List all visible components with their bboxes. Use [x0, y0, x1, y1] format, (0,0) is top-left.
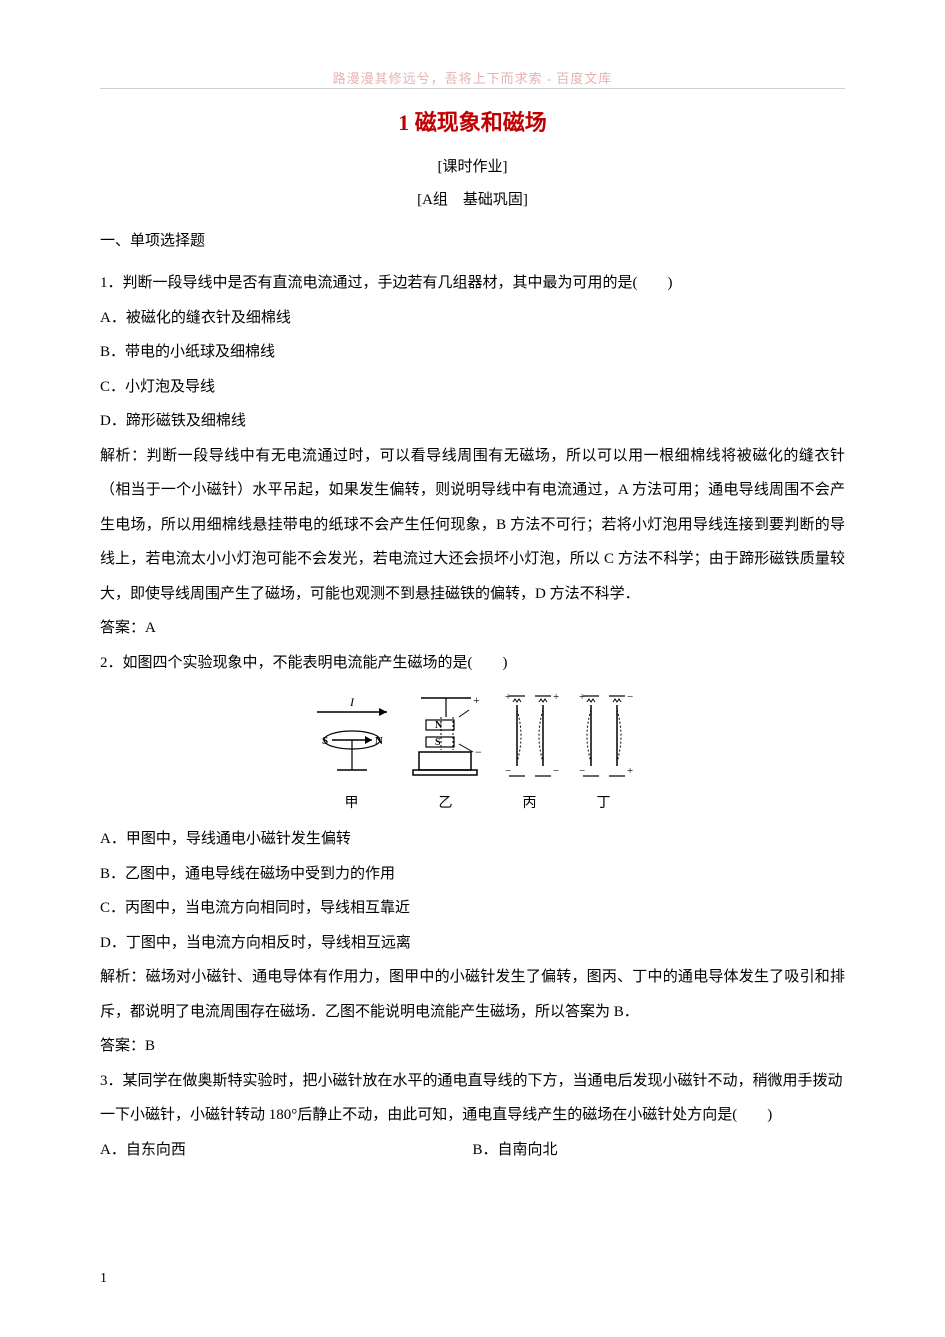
- group-label: [A组 基础巩固]: [100, 188, 845, 209]
- figure-yi-icon: + − N S: [401, 692, 491, 782]
- figure-jia-icon: I S N: [307, 692, 397, 782]
- svg-text:−: −: [627, 692, 633, 703]
- q1-explanation: 解析：判断一段导线中有无电流通过时，可以看导线周围有无磁场，所以可以用一根细棉线…: [100, 439, 845, 612]
- fig-label-yi: 乙: [401, 792, 491, 812]
- q2-option-a: A．甲图中，导线通电小磁针发生偏转: [100, 822, 845, 857]
- q2-text: 2．如图四个实验现象中，不能表明电流能产生磁场的是( ): [100, 646, 845, 681]
- document-title: 1 磁现象和磁场: [100, 105, 845, 137]
- q2-figure-labels: 甲 乙 丙 丁: [100, 788, 845, 812]
- svg-text:−: −: [553, 765, 559, 777]
- q1-option-a: A．被磁化的缝衣针及细棉线: [100, 301, 845, 336]
- q1-option-c: C．小灯泡及导线: [100, 370, 845, 405]
- svg-text:−: −: [475, 745, 482, 759]
- svg-text:+: +: [553, 692, 559, 703]
- svg-text:+: +: [473, 693, 480, 707]
- watermark-text: 路漫漫其修远兮，吾将上下而求索 - 百度文库: [0, 68, 945, 87]
- subtitle: [课时作业]: [100, 155, 845, 176]
- svg-text:S: S: [435, 737, 441, 748]
- svg-text:+: +: [627, 765, 633, 777]
- svg-text:+: +: [579, 692, 585, 703]
- header-divider: [100, 88, 845, 89]
- svg-text:−: −: [579, 765, 585, 777]
- svg-text:I: I: [349, 695, 355, 709]
- q2-option-b: B．乙图中，通电导线在磁场中受到力的作用: [100, 857, 845, 892]
- q3-option-b: B．自南向北: [473, 1133, 846, 1168]
- svg-text:N: N: [375, 735, 383, 747]
- q1-answer: 答案：A: [100, 611, 845, 646]
- q2-answer: 答案：B: [100, 1029, 845, 1064]
- q1-text: 1．判断一段导线中是否有直流电流通过，手边若有几组器材，其中最为可用的是( ): [100, 266, 845, 301]
- section-heading: 一、单项选择题: [100, 229, 845, 250]
- svg-text:S: S: [322, 735, 328, 747]
- fig-label-ding: 丁: [569, 792, 639, 812]
- fig-label-jia: 甲: [307, 792, 397, 812]
- figure-ding-icon: + − − +: [569, 692, 639, 782]
- page-number: 1: [100, 1271, 107, 1287]
- figure-bing-icon: + + − −: [495, 692, 565, 782]
- svg-text:+: +: [505, 692, 511, 703]
- svg-text:−: −: [505, 765, 511, 777]
- fig-label-bing: 丙: [495, 792, 565, 812]
- q2-figure-row: I S N + − N S + + − −: [100, 692, 845, 782]
- q1-option-d: D．蹄形磁铁及细棉线: [100, 404, 845, 439]
- q2-option-c: C．丙图中，当电流方向相同时，导线相互靠近: [100, 891, 845, 926]
- q1-option-b: B．带电的小纸球及细棉线: [100, 335, 845, 370]
- q2-option-d: D．丁图中，当电流方向相反时，导线相互远离: [100, 926, 845, 961]
- q3-option-a: A．自东向西: [100, 1133, 473, 1168]
- q3-text: 3．某同学在做奥斯特实验时，把小磁针放在水平的通电直导线的下方，当通电后发现小磁…: [100, 1064, 845, 1133]
- svg-text:N: N: [435, 720, 443, 731]
- q2-explanation: 解析：磁场对小磁针、通电导体有作用力，图甲中的小磁针发生了偏转，图丙、丁中的通电…: [100, 960, 845, 1029]
- q3-options-row: A．自东向西 B．自南向北: [100, 1133, 845, 1168]
